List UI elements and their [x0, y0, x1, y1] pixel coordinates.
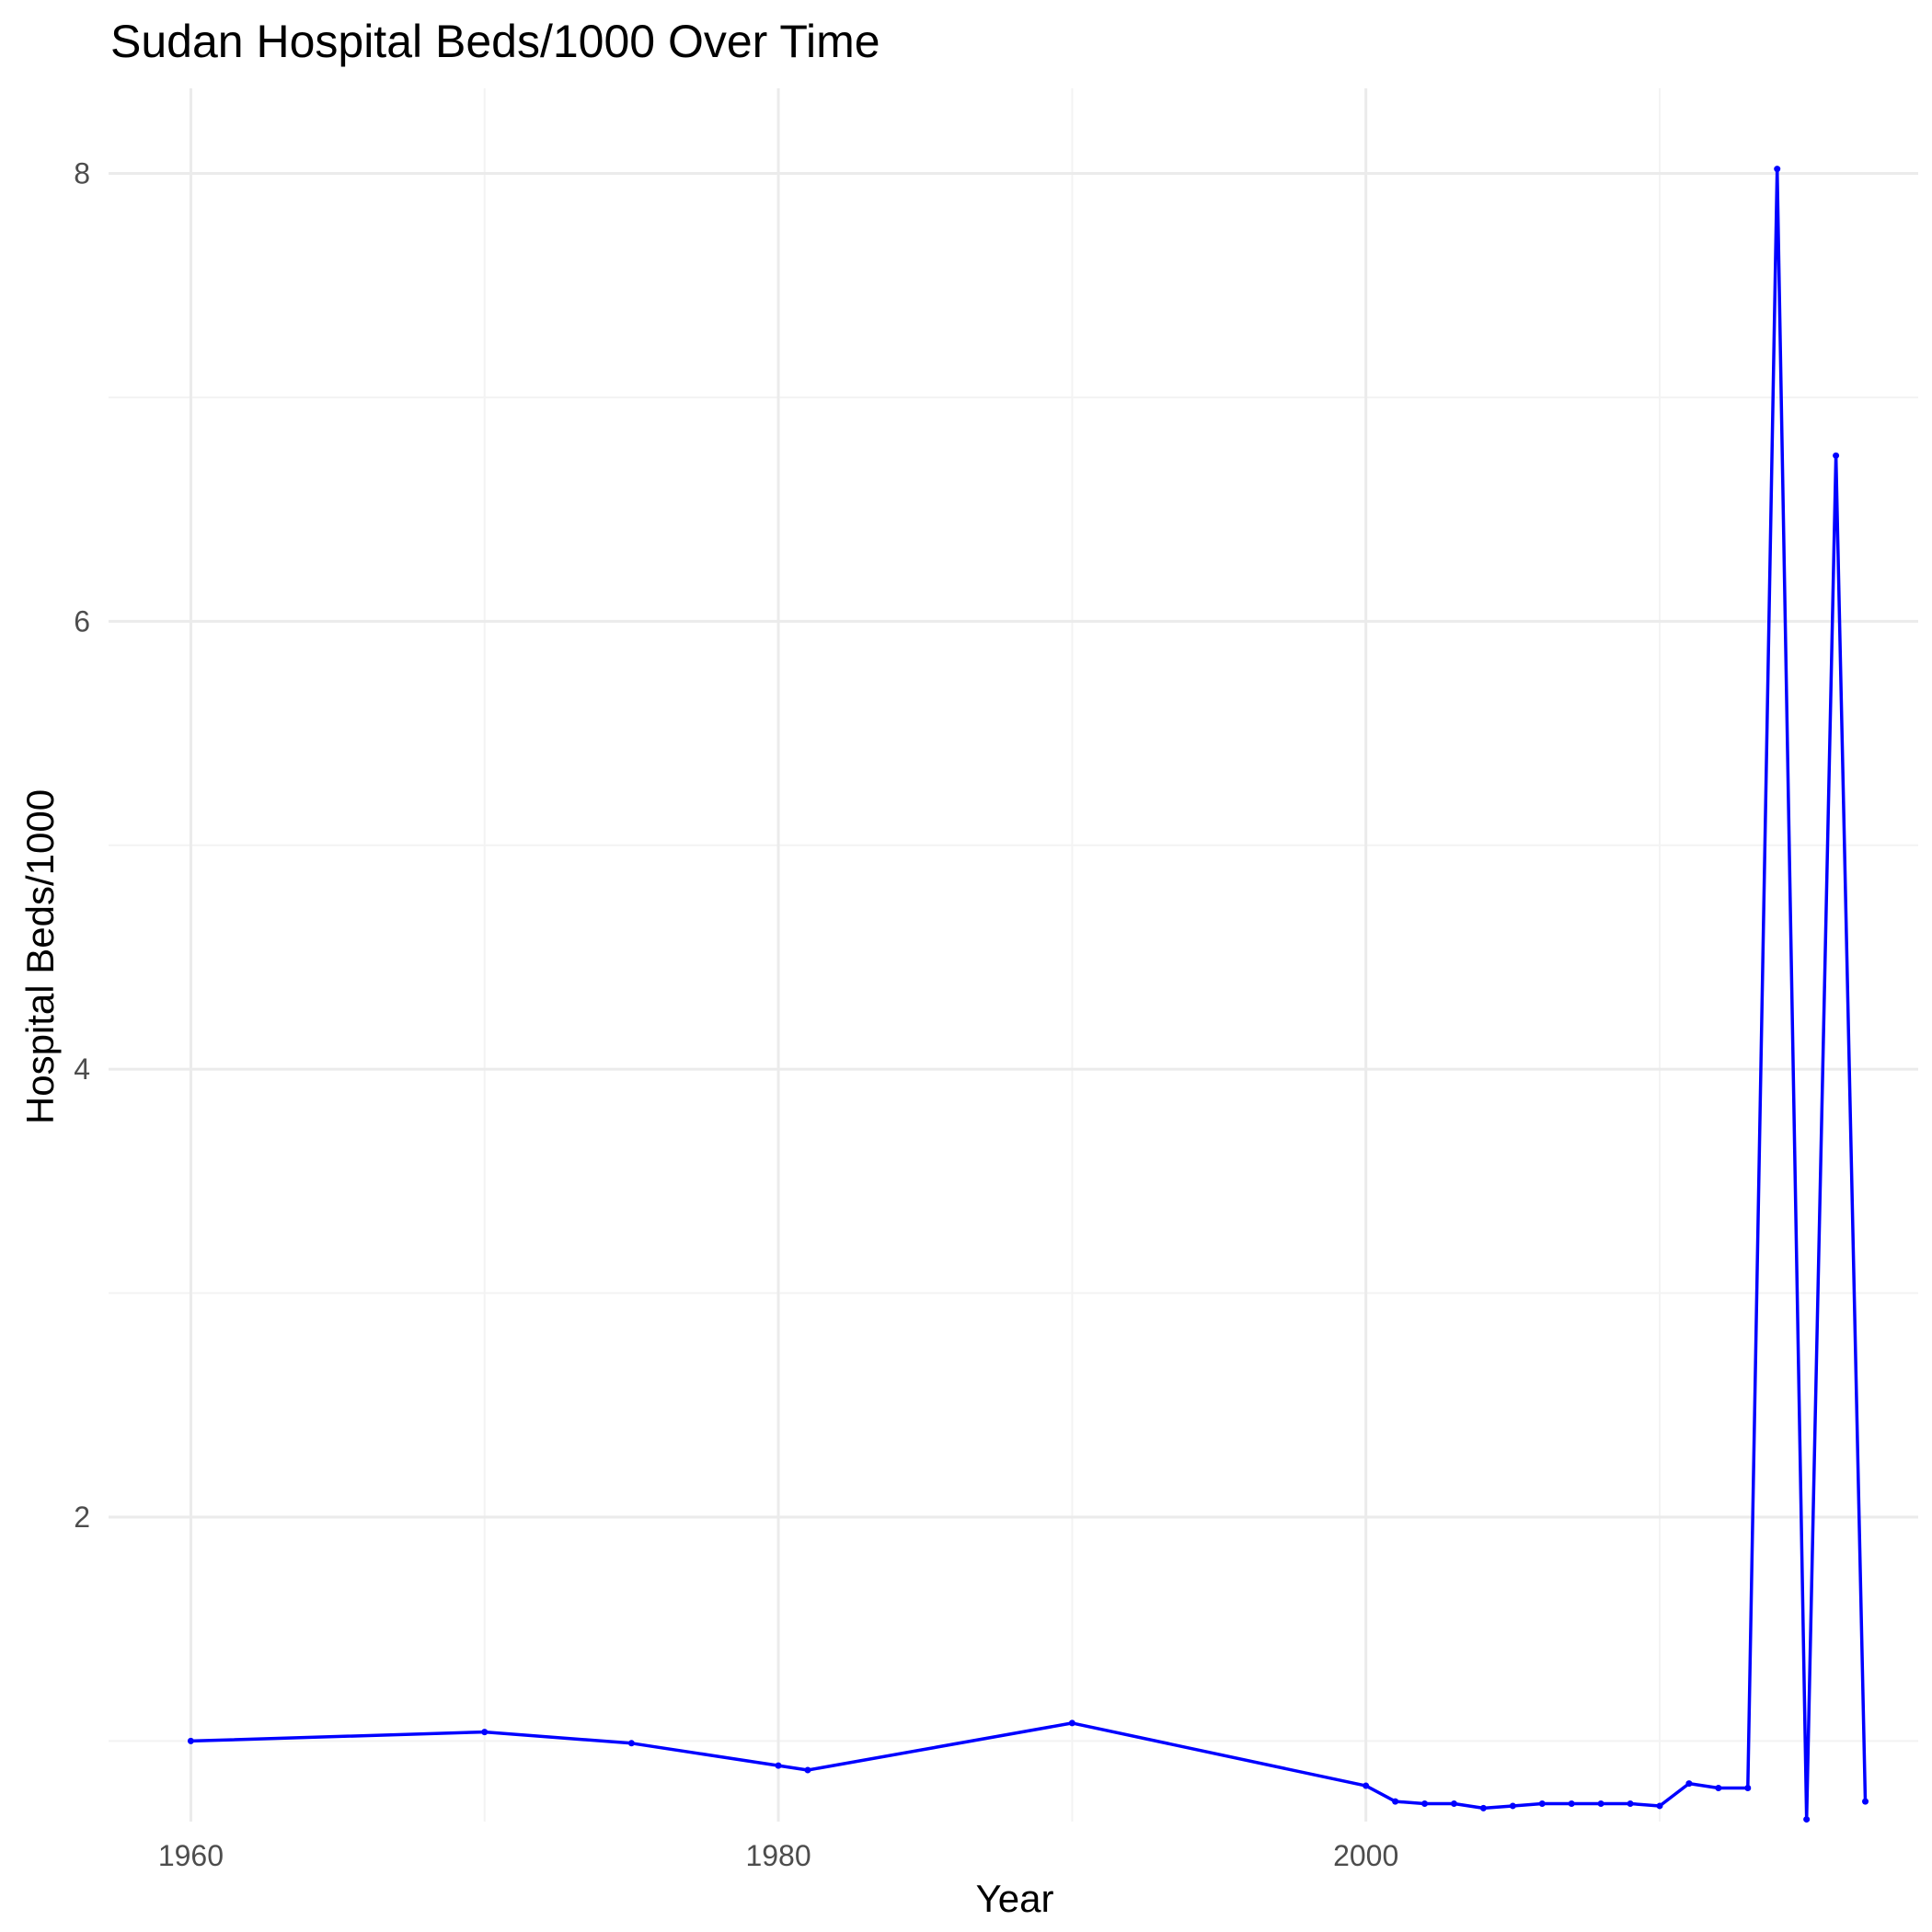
y-axis-title: Hospital Beds/1000 — [18, 789, 62, 1124]
minor-gridlines — [109, 88, 1918, 1822]
data-point — [1597, 1800, 1604, 1808]
data-point — [1421, 1800, 1429, 1808]
data-point — [1656, 1802, 1663, 1810]
x-tick-label: 2000 — [1333, 1839, 1398, 1872]
data-point — [1568, 1800, 1575, 1808]
y-axis-tick-labels: 2 4 6 8 — [74, 156, 90, 1533]
y-tick-label: 4 — [74, 1052, 90, 1086]
data-point — [1479, 1804, 1487, 1811]
major-gridlines — [109, 88, 1918, 1822]
x-tick-label: 1960 — [158, 1839, 224, 1872]
x-tick-label: 1980 — [745, 1839, 811, 1872]
data-point — [481, 1729, 489, 1736]
data-point — [187, 1737, 194, 1744]
chart-title: Sudan Hospital Beds/1000 Over Time — [110, 16, 880, 67]
data-point — [1068, 1719, 1075, 1727]
x-axis-tick-labels: 1960 1980 2000 — [158, 1839, 1398, 1872]
y-tick-label: 6 — [74, 604, 90, 638]
data-point — [1538, 1800, 1546, 1808]
y-tick-label: 2 — [74, 1501, 90, 1534]
data-point — [627, 1740, 635, 1747]
data-point — [1627, 1800, 1634, 1808]
data-point — [804, 1766, 811, 1774]
data-point — [1509, 1802, 1516, 1810]
y-tick-label: 8 — [74, 156, 90, 190]
data-point — [1685, 1780, 1693, 1788]
data-point — [775, 1762, 782, 1769]
data-point — [1744, 1784, 1752, 1791]
series-line — [190, 167, 1868, 1822]
data-point — [1392, 1798, 1399, 1805]
data-point — [1715, 1784, 1722, 1791]
data-point — [1450, 1800, 1457, 1808]
data-point — [1833, 452, 1840, 459]
x-axis-title: Year — [976, 1877, 1054, 1920]
data-point — [1774, 166, 1781, 173]
data-point — [1363, 1782, 1370, 1789]
data-series — [187, 166, 1869, 1823]
data-point — [1803, 1816, 1811, 1823]
data-point — [1862, 1798, 1869, 1805]
